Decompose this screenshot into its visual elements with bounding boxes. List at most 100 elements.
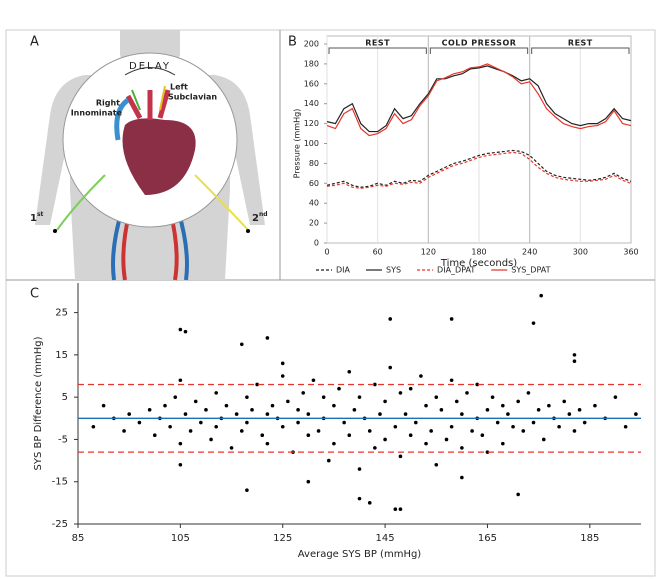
point	[490, 395, 495, 399]
point	[347, 433, 352, 438]
point	[378, 412, 382, 416]
point	[250, 408, 254, 412]
vessels	[125, 89, 171, 120]
point	[424, 441, 428, 446]
series-line	[326, 63, 632, 137]
point	[388, 365, 393, 370]
y-tick-label: -5	[58, 434, 68, 445]
point	[204, 408, 208, 412]
x-tick-label: 145	[376, 533, 395, 544]
x-tick-label: 105	[171, 533, 190, 544]
point	[449, 424, 454, 429]
x-tick-label: 300	[573, 248, 588, 257]
point	[449, 378, 454, 383]
y-tick-label: 20	[309, 219, 319, 228]
path-first	[56, 174, 106, 231]
point	[245, 488, 249, 492]
y-tick-label: 5	[62, 392, 68, 403]
point	[178, 327, 183, 332]
point	[414, 420, 418, 425]
point	[342, 420, 346, 425]
site-sup: nd	[259, 211, 268, 218]
site-second	[246, 229, 250, 233]
axes	[77, 283, 641, 525]
point	[183, 329, 188, 334]
path-second	[194, 174, 249, 231]
point	[403, 412, 408, 416]
y-tick-label: 15	[55, 350, 68, 361]
point	[521, 429, 526, 433]
point	[347, 369, 352, 374]
panel-label: A	[30, 35, 39, 50]
point	[332, 403, 336, 408]
left-label: Subclavian	[168, 93, 217, 102]
point	[352, 408, 357, 412]
point	[516, 492, 520, 497]
x-tick-label: 185	[580, 533, 599, 544]
point	[357, 496, 362, 501]
x-tick-label: 0	[324, 248, 329, 257]
point	[173, 395, 178, 399]
point	[572, 353, 577, 357]
point	[321, 395, 326, 399]
point	[296, 408, 300, 412]
y-tick-label: -25	[52, 519, 68, 530]
right-label: Innominate	[71, 109, 123, 118]
point	[239, 429, 244, 433]
y-tick-label: 25	[55, 308, 68, 319]
series-line	[326, 65, 632, 133]
phase-label: COLD PRESSOR	[442, 39, 517, 48]
point	[301, 391, 306, 395]
point	[178, 441, 183, 446]
point	[465, 391, 469, 395]
point	[408, 386, 413, 391]
point	[634, 412, 638, 416]
point	[265, 441, 270, 446]
x-axis-label: Time (seconds)	[440, 258, 517, 269]
point	[147, 408, 152, 412]
x-axis-label: Average SYS BP (mmHg)	[298, 549, 422, 560]
frame	[5, 29, 656, 577]
panel-label: C	[30, 287, 39, 302]
point	[296, 420, 300, 425]
point	[547, 403, 551, 408]
point	[577, 408, 582, 412]
y-axis-label: Pressure (mmHg)	[293, 109, 302, 179]
point	[593, 403, 597, 408]
point	[306, 412, 311, 416]
x-tick-label: 180	[471, 248, 486, 257]
point	[501, 441, 505, 446]
point	[306, 433, 311, 438]
y-tick-label: 120	[304, 119, 319, 128]
point	[178, 463, 183, 467]
point	[122, 429, 126, 433]
y-axis-label: SYS BP Difference (mmHg)	[33, 336, 44, 470]
y-tick-label: 160	[304, 79, 319, 88]
point	[367, 429, 372, 433]
point	[516, 399, 520, 404]
x-tick-label: 360	[623, 248, 638, 257]
point	[209, 437, 213, 442]
point	[398, 391, 403, 395]
point	[357, 395, 362, 399]
point	[199, 420, 203, 425]
point	[306, 479, 311, 484]
x-tick-label: 85	[72, 533, 85, 544]
x-tick-label: 60	[373, 248, 383, 257]
point	[286, 399, 290, 404]
point	[188, 429, 193, 433]
site-label: 2nd	[252, 211, 268, 225]
point	[245, 395, 249, 399]
point	[531, 420, 536, 425]
point	[460, 446, 464, 450]
legend-label: SYS	[386, 266, 401, 275]
point	[270, 403, 275, 408]
point	[613, 395, 618, 399]
point	[357, 467, 362, 471]
point	[316, 429, 321, 433]
point	[449, 317, 454, 321]
site-first	[53, 229, 57, 233]
point	[152, 433, 157, 438]
delay-label: DELAY	[129, 61, 171, 72]
left-label: Left	[170, 83, 188, 92]
